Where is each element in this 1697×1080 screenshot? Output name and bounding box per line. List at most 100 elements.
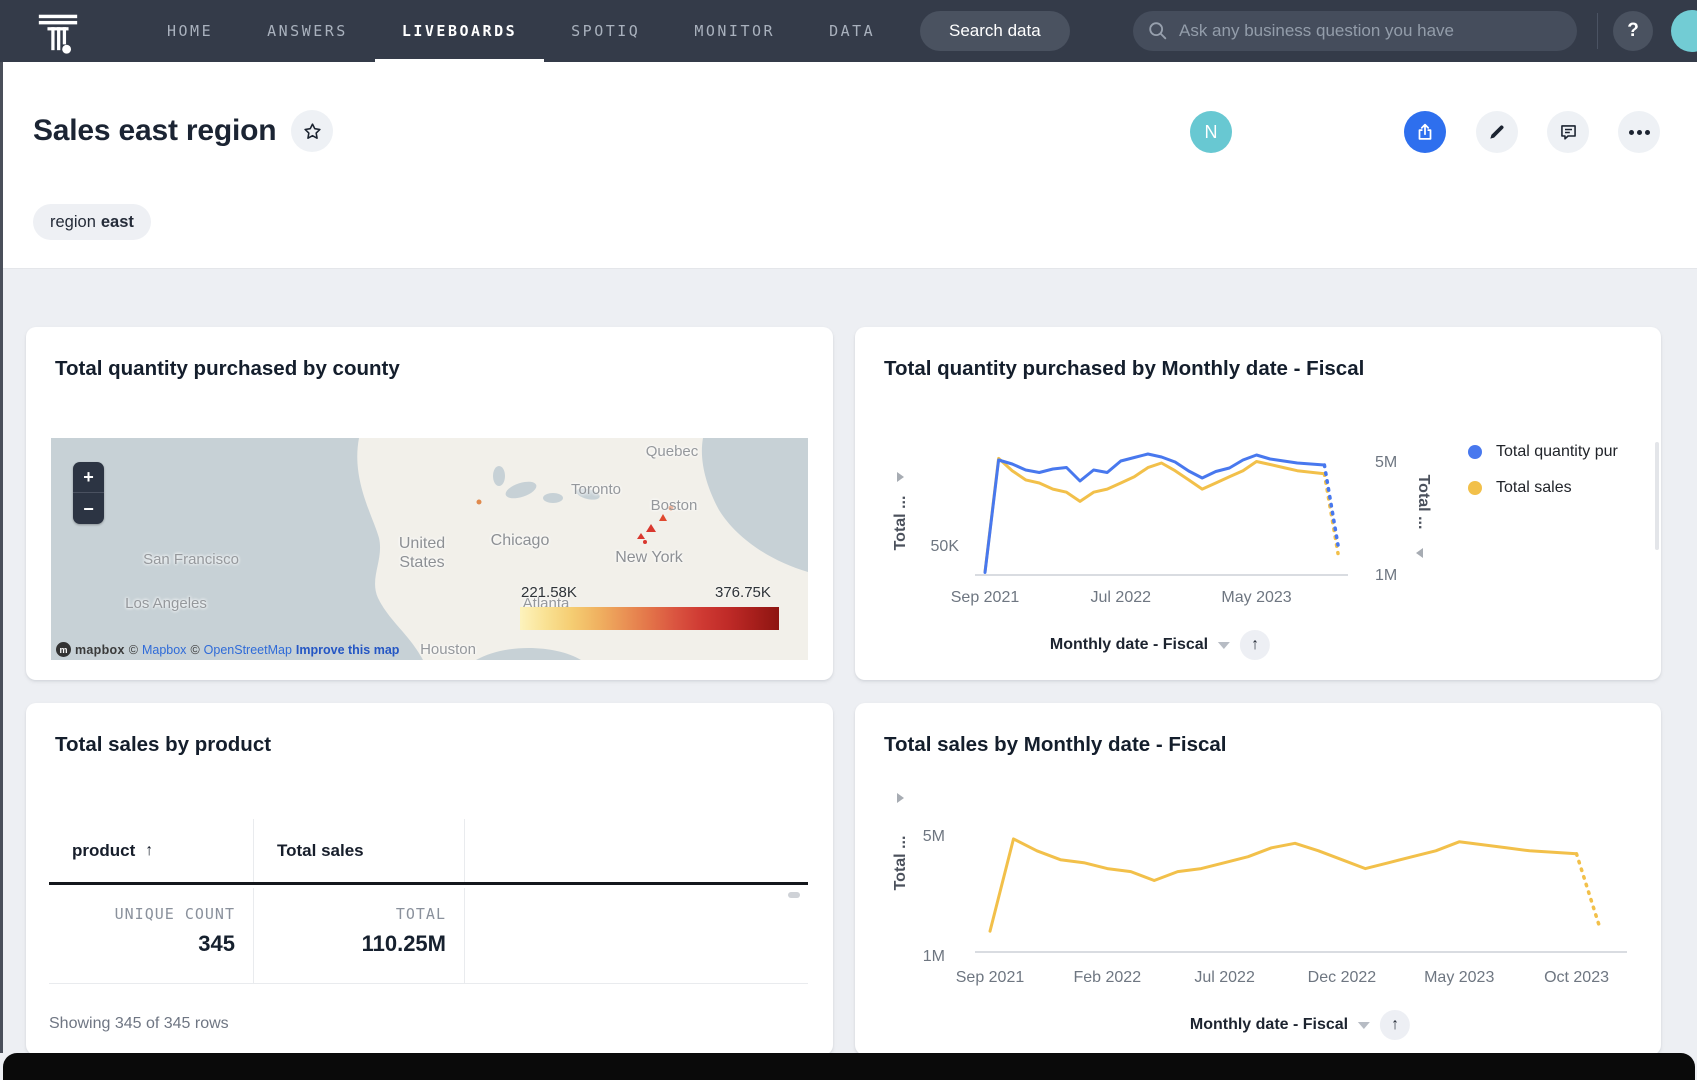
mapbox-logo-icon: m	[56, 642, 71, 657]
nav-menu: HOME ANSWERS LIVEBOARDS SPOTIQ MONITOR DATA	[140, 0, 902, 62]
x-axis-dropdown[interactable]: Monthly date - Fiscal ↑	[1049, 630, 1271, 660]
x-axis-dropdown[interactable]: Monthly date - Fiscal ↑	[1189, 1010, 1411, 1040]
table-scrollbar-thumb[interactable]	[788, 892, 800, 898]
nav-item-liveboards[interactable]: LIVEBOARDS	[374, 0, 545, 62]
map-city-label: New York	[615, 549, 683, 566]
card-quantity-by-month: Total quantity purchased by Monthly date…	[855, 327, 1661, 680]
column-header-product[interactable]: product ↑	[49, 819, 254, 882]
table-header-row: product ↑ Total sales	[49, 819, 808, 885]
share-button[interactable]	[1404, 111, 1446, 153]
top-navbar: HOME ANSWERS LIVEBOARDS SPOTIQ MONITOR DATA S…	[0, 0, 1697, 62]
card-quantity-by-county: Total quantity purchased by county Quebe…	[26, 327, 833, 680]
aggregate-label: UNIQUE COUNT	[114, 905, 235, 923]
nav-item-home[interactable]: HOME	[167, 22, 214, 40]
y-axis-right-tick: 5M	[1375, 454, 1398, 471]
map-city-label: Chicago	[490, 532, 550, 549]
filter-field: region	[50, 212, 96, 231]
legend-item-quantity[interactable]: Total quantity pur	[1468, 434, 1660, 470]
nav-item-monitor[interactable]: MONITOR	[694, 22, 776, 40]
openstreetmap-link[interactable]: OpenStreetMap	[203, 642, 292, 657]
edit-button[interactable]	[1476, 111, 1518, 153]
sort-ascending-button[interactable]: ↑	[1240, 630, 1271, 660]
pencil-icon	[1490, 125, 1504, 139]
card-title: Total sales by product	[55, 733, 272, 756]
nav-item-spotiq[interactable]: SPOTIQ	[571, 22, 641, 40]
legend-dot-yellow	[1468, 481, 1482, 495]
line-chart-canvas	[975, 452, 1348, 576]
chart-legend: Total quantity pur Total sales	[1468, 434, 1660, 506]
map-zoom-out-button[interactable]: −	[73, 493, 104, 524]
page-header	[0, 62, 1697, 269]
county-map[interactable]: Quebec Toronto Boston New York Chicago United…	[51, 438, 808, 660]
aggregate-value: 110.25M	[361, 931, 446, 956]
y-axis-left-tick: 50K	[930, 538, 959, 555]
column-label: product	[72, 840, 136, 860]
map-city-label: United States	[398, 535, 446, 571]
x-axis-tick: Jul 2022	[1090, 589, 1152, 606]
nav-item-answers[interactable]: ANSWERS	[267, 22, 348, 40]
column-header-Total sales[interactable]: Total sales	[254, 819, 465, 882]
map-zoom-in-button[interactable]: +	[73, 462, 104, 493]
ask-question-input[interactable]	[1179, 21, 1563, 41]
legend-scrollbar[interactable]	[1655, 442, 1659, 550]
column-header-empty	[465, 819, 808, 882]
card-title: Total quantity purchased by county	[55, 357, 400, 380]
summary-cell-total: TOTAL 110.25M	[254, 888, 465, 983]
filter-chip-region[interactable]: region east	[33, 204, 151, 240]
help-button[interactable]: ?	[1613, 11, 1653, 51]
aggregate-value: 345	[198, 931, 235, 956]
bottom-taskbar	[3, 1053, 1695, 1080]
x-axis-tick: Feb 2022	[1073, 969, 1142, 986]
improve-map-link[interactable]: Improve this map	[295, 642, 400, 657]
axis-expand-icon[interactable]	[897, 793, 904, 803]
comment-icon	[1560, 124, 1576, 140]
card-sales-by-month: Total sales by Monthly date - Fiscal Tot…	[855, 703, 1661, 1055]
nav-item-data[interactable]: DATA	[829, 22, 876, 40]
column-label: Total sales	[277, 840, 364, 860]
collaborator-avatar[interactable]: N	[1190, 111, 1232, 153]
ask-question-searchbox[interactable]	[1133, 11, 1577, 51]
summary-cell-empty	[465, 888, 808, 983]
aggregate-label: TOTAL	[395, 905, 446, 923]
color-scale-max: 376.75K	[715, 584, 771, 601]
sort-ascending-button[interactable]: ↑	[1380, 1010, 1411, 1040]
search-data-button[interactable]: Search data	[920, 11, 1070, 51]
more-dots-icon	[1636, 129, 1642, 135]
favorite-star-button[interactable]	[291, 110, 334, 152]
x-axis-field-label: Monthly date - Fiscal	[1049, 636, 1209, 653]
y-axis-tick: 1M	[922, 948, 945, 965]
x-axis-tick: Sep 2021	[950, 589, 1020, 606]
thoughtspot-logo-icon[interactable]	[34, 7, 82, 55]
nav-avatar[interactable]	[1671, 10, 1697, 52]
table-summary-row: UNIQUE COUNT 345 TOTAL 110.25M	[49, 888, 808, 984]
color-scale-min: 221.58K	[521, 584, 577, 601]
color-scale-gradient	[520, 607, 779, 630]
mapbox-brand: mapbox	[75, 642, 125, 657]
axis-expand-icon[interactable]	[897, 472, 904, 482]
x-axis-tick: Jul 2022	[1194, 969, 1255, 986]
map-city-label: Houston	[420, 641, 476, 658]
copyright-symbol: ©	[128, 642, 138, 657]
card-sales-by-product: Total sales by product product ↑ Total sal…	[26, 703, 833, 1055]
window-edge	[0, 62, 3, 1053]
nav-divider	[1597, 13, 1598, 49]
map-city-label: Toronto	[570, 481, 622, 498]
search-icon	[1149, 22, 1167, 40]
chevron-down-icon	[1218, 641, 1231, 649]
x-axis-field-label: Monthly date - Fiscal	[1189, 1016, 1349, 1033]
more-options-button[interactable]	[1618, 111, 1660, 153]
x-axis-tick: Dec 2022	[1307, 969, 1377, 986]
map-city-label: Boston	[650, 497, 698, 514]
map-city-label: Quebec	[645, 443, 699, 460]
table-row-count-status: Showing 345 of 345 rows	[49, 1015, 229, 1032]
comment-button[interactable]	[1547, 111, 1589, 153]
logo-glyph	[38, 14, 78, 54]
map-city-label: Los Angeles	[125, 595, 207, 612]
map-attribution: m mapbox © Mapbox © OpenStreetMap Improv…	[56, 642, 399, 657]
mapbox-link[interactable]: Mapbox	[141, 642, 187, 657]
map-zoom-control: + −	[73, 462, 104, 524]
page-title: Sales east region	[33, 114, 277, 147]
legend-item-sales[interactable]: Total sales	[1468, 470, 1660, 506]
axis-collapse-icon[interactable]	[1416, 548, 1423, 558]
